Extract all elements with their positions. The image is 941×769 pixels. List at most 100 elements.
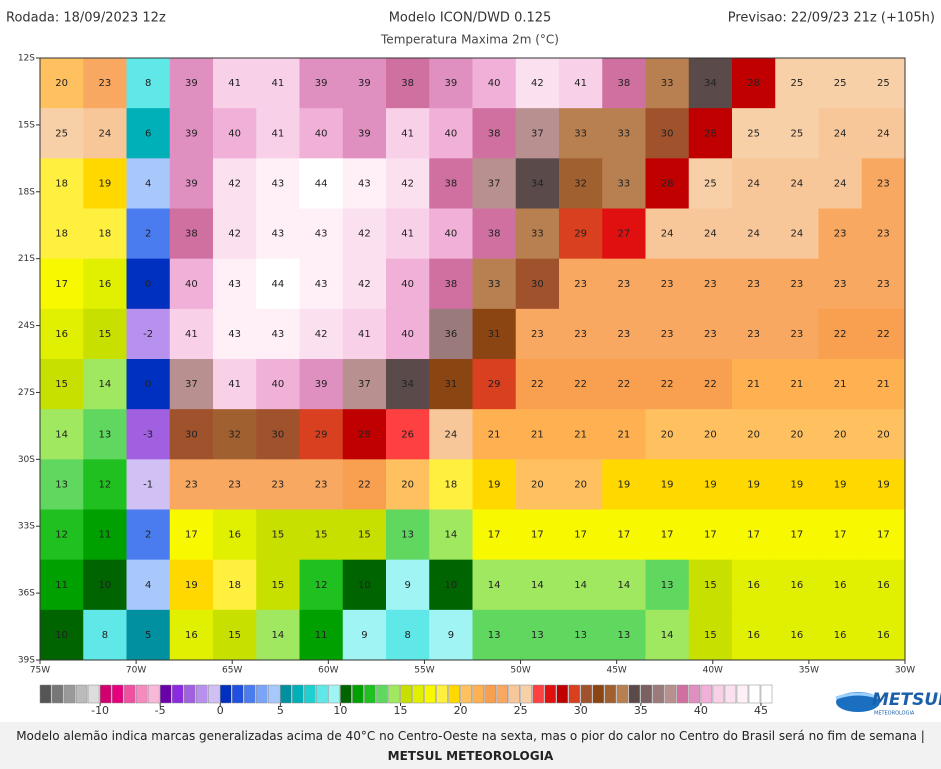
temp-cell bbox=[83, 58, 127, 109]
temp-value: 40 bbox=[445, 229, 458, 240]
temp-cell bbox=[645, 609, 690, 661]
temp-value: 22 bbox=[661, 379, 674, 390]
temp-cell bbox=[645, 308, 690, 360]
temp-value: 39 bbox=[358, 128, 371, 139]
temp-value: -2 bbox=[143, 329, 153, 340]
temp-value: 14 bbox=[488, 580, 501, 591]
temp-cell bbox=[126, 158, 171, 209]
temp-value: 2 bbox=[145, 530, 151, 541]
temp-value: 20 bbox=[401, 479, 414, 490]
temp-value: 9 bbox=[448, 630, 454, 641]
colorbar-box bbox=[484, 684, 496, 704]
colorbar-label: -10 bbox=[91, 704, 109, 717]
model-label: Modelo ICON/DWD 0.125 bbox=[389, 11, 552, 26]
temp-value: 17 bbox=[488, 530, 501, 541]
temp-value: 15 bbox=[228, 630, 241, 641]
temp-cell bbox=[126, 308, 171, 360]
temp-value: 11 bbox=[55, 580, 68, 591]
temp-cell bbox=[645, 359, 690, 410]
temp-cell bbox=[213, 409, 257, 460]
temp-cell bbox=[126, 108, 171, 159]
temp-cell bbox=[386, 409, 430, 460]
temp-value: 22 bbox=[834, 329, 847, 340]
temp-cell bbox=[602, 308, 646, 360]
temp-cell bbox=[775, 359, 819, 410]
temp-value: 33 bbox=[531, 229, 544, 240]
temp-value: 23 bbox=[661, 279, 674, 290]
temp-value: 40 bbox=[228, 128, 241, 139]
temp-value: 15 bbox=[99, 329, 112, 340]
lat-label: 39S bbox=[18, 656, 35, 666]
colorbar-box bbox=[123, 684, 136, 704]
temp-cell bbox=[861, 559, 906, 611]
temp-value: 12 bbox=[55, 530, 68, 541]
temp-cell bbox=[429, 108, 473, 159]
temp-cell bbox=[559, 158, 603, 209]
temp-value: 8 bbox=[404, 630, 410, 641]
colorbar-box bbox=[460, 684, 472, 704]
temp-value: 33 bbox=[488, 279, 501, 290]
temp-cell bbox=[732, 258, 776, 310]
temp-cell bbox=[256, 459, 300, 510]
temp-cell bbox=[645, 509, 690, 561]
temp-cell bbox=[169, 158, 214, 209]
temp-value: 24 bbox=[747, 178, 760, 189]
temp-value: 18 bbox=[55, 178, 68, 189]
temp-cell bbox=[299, 559, 344, 611]
temp-value: 20 bbox=[791, 429, 804, 440]
colorbar-box bbox=[352, 684, 364, 704]
temp-value: 25 bbox=[834, 78, 847, 89]
temp-cell bbox=[818, 459, 863, 510]
temp-value: 36 bbox=[445, 329, 458, 340]
temp-cell bbox=[732, 208, 776, 260]
colorbar-box bbox=[364, 684, 376, 704]
temp-value: 15 bbox=[272, 530, 285, 541]
temp-value: 16 bbox=[877, 580, 890, 591]
colorbar-box bbox=[75, 684, 88, 704]
lat-label: 21S bbox=[18, 254, 35, 264]
temp-value: 14 bbox=[272, 630, 285, 641]
temp-value: 0 bbox=[145, 379, 151, 390]
temp-cell bbox=[775, 509, 819, 561]
temp-value: 13 bbox=[55, 479, 68, 490]
temp-cell bbox=[40, 409, 84, 460]
temp-value: 34 bbox=[401, 379, 414, 390]
colorbar-box bbox=[700, 684, 713, 704]
temp-value: 19 bbox=[661, 479, 674, 490]
temp-value: 16 bbox=[791, 630, 804, 641]
temp-value: 38 bbox=[445, 178, 458, 189]
temp-cell bbox=[559, 258, 603, 310]
temp-value: 23 bbox=[574, 279, 587, 290]
temp-value: 25 bbox=[704, 178, 717, 189]
colorbar-box bbox=[195, 684, 208, 704]
temp-value: 40 bbox=[272, 379, 285, 390]
temp-cell bbox=[83, 409, 127, 460]
variable-label: Temperatura Maxima 2m (°C) bbox=[380, 33, 559, 47]
colorbar-label: 35 bbox=[634, 704, 648, 717]
temp-cell bbox=[429, 158, 473, 209]
colorbar-box bbox=[448, 684, 460, 704]
run-label: Rodada: 18/09/2023 12z bbox=[6, 11, 166, 26]
temp-value: 16 bbox=[55, 329, 68, 340]
temp-cell bbox=[818, 609, 863, 661]
temp-value: 23 bbox=[661, 329, 674, 340]
temp-value: 24 bbox=[445, 429, 458, 440]
temp-cell bbox=[732, 409, 776, 460]
temp-cell bbox=[126, 359, 171, 410]
temp-value: 22 bbox=[358, 479, 371, 490]
colorbar-label: 10 bbox=[333, 704, 347, 717]
colorbar-box bbox=[219, 684, 232, 704]
temp-value: 12 bbox=[99, 479, 112, 490]
temp-value: 23 bbox=[531, 329, 544, 340]
temp-value: 43 bbox=[228, 279, 241, 290]
temp-cell bbox=[386, 509, 430, 561]
temp-value: 23 bbox=[272, 479, 285, 490]
temp-value: 25 bbox=[55, 128, 68, 139]
temp-value: 16 bbox=[747, 580, 760, 591]
temp-value: 20 bbox=[55, 78, 68, 89]
temp-cell bbox=[732, 308, 776, 360]
temp-cell bbox=[732, 158, 776, 209]
temp-cell bbox=[472, 208, 517, 260]
temp-cell bbox=[515, 158, 560, 209]
temp-value: 33 bbox=[618, 178, 631, 189]
